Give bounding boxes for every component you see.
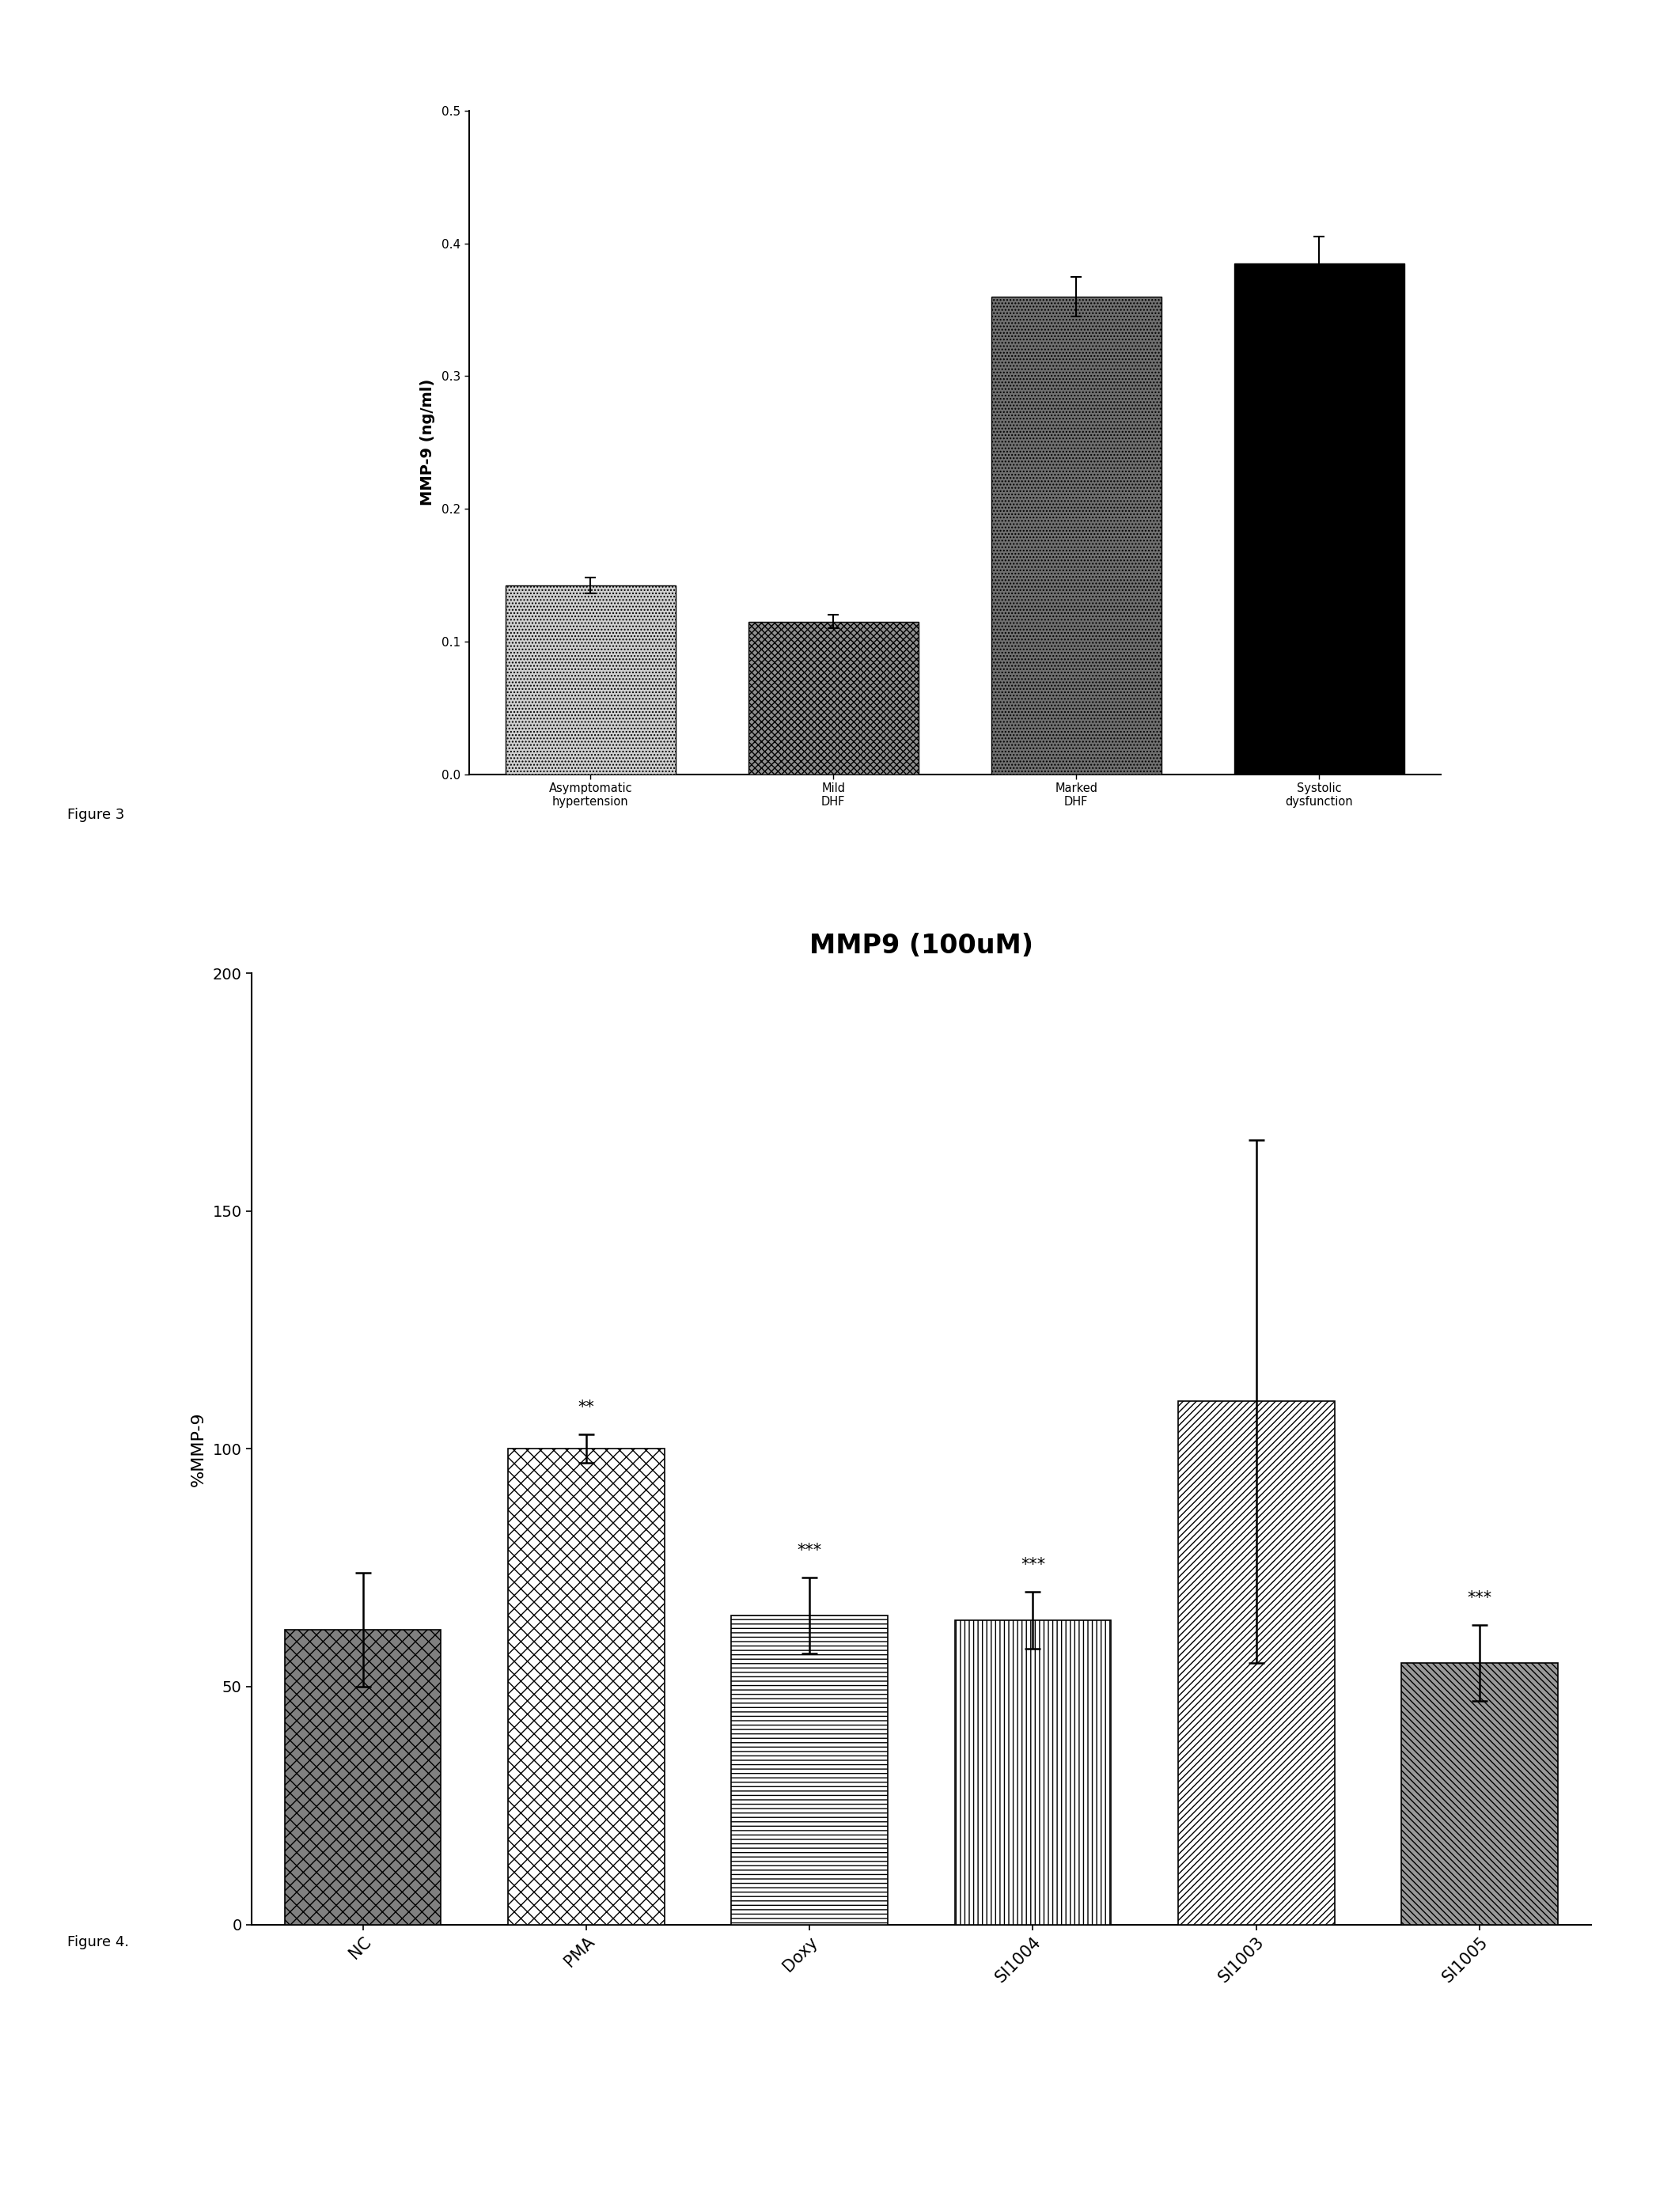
Bar	[1402, 1663, 1558, 1924]
Text: Figure 4.: Figure 4.	[67, 1936, 129, 1949]
Text: ***: ***	[797, 1542, 822, 1557]
Bar	[508, 1449, 665, 1924]
Y-axis label: MMP-9 (ng/ml): MMP-9 (ng/ml)	[420, 378, 436, 507]
Bar	[749, 622, 918, 774]
Text: ***: ***	[1467, 1590, 1492, 1606]
Bar	[285, 1630, 441, 1924]
Text: Figure 3: Figure 3	[67, 807, 124, 821]
Y-axis label: %MMP-9: %MMP-9	[191, 1411, 206, 1486]
Bar	[955, 1619, 1111, 1924]
Bar	[506, 586, 675, 774]
Bar	[1234, 263, 1404, 774]
Bar	[992, 296, 1161, 774]
Text: **: **	[578, 1400, 595, 1416]
Title: MMP9 (100uM): MMP9 (100uM)	[809, 933, 1033, 960]
Bar	[508, 1449, 665, 1924]
Text: ***: ***	[1020, 1557, 1045, 1573]
Bar	[732, 1615, 888, 1924]
Bar	[1178, 1402, 1335, 1924]
